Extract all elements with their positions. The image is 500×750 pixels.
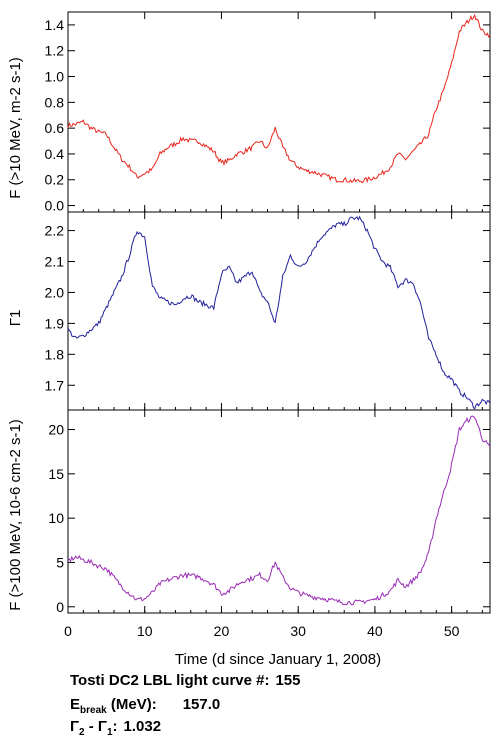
panel1-ytick-label: 1.2 <box>45 43 65 59</box>
ebreak-value: 157.0 <box>182 696 221 713</box>
ebreak-line: Ebreak (MeV): 157.0 <box>70 696 220 716</box>
panel1-ytick-label: 0.6 <box>45 120 65 136</box>
panel1-series-line <box>67 13 491 184</box>
panel3-ytick-label: 10 <box>48 510 64 526</box>
ebreak-unit: (MeV): <box>106 696 157 713</box>
ebreak-symbol: E <box>70 696 81 713</box>
x-tick-label: 10 <box>137 623 153 639</box>
gamma-diff-line: Γ2 - Γ1: 1.032 <box>70 718 161 738</box>
x-tick-label: 30 <box>290 623 306 639</box>
panel2-ytick-label: 1.8 <box>45 346 65 362</box>
gamma2-subscript: 2 <box>79 727 85 738</box>
panel1-ytick-label: 0.8 <box>45 94 65 110</box>
panel3-ylabel: F (>100 MeV, 10-6 cm-2 s-1) <box>7 419 24 611</box>
panel2-frame <box>67 211 491 411</box>
gamma-diff-value: 1.032 <box>123 718 162 735</box>
panel3-ytick-label: 15 <box>48 466 64 482</box>
panel3-frame <box>67 409 491 614</box>
panel1-ytick-label: 0.4 <box>45 146 65 162</box>
x-tick-label: 40 <box>367 623 383 639</box>
panel1-frame <box>67 11 491 213</box>
panel1-ytick-label: 0.2 <box>45 172 65 188</box>
light-curve-number: 155 <box>275 672 301 689</box>
panel3-ytick-label: 5 <box>56 554 64 570</box>
panel2-ylabel: Γ1 <box>7 310 24 327</box>
x-tick-label: 50 <box>444 623 460 639</box>
ebreak-subscript: break <box>80 705 107 716</box>
light-curve-label: Tosti DC2 LBL light curve #: <box>70 672 270 689</box>
light-curve-id-line: Tosti DC2 LBL light curve #: 155 <box>70 672 301 689</box>
x-axis-label: Time (d since January 1, 2008) <box>175 651 381 668</box>
panel2-ytick-label: 2.2 <box>45 223 65 239</box>
gamma2-symbol: Γ <box>70 718 80 735</box>
x-tick-label: 20 <box>214 623 230 639</box>
panel1-ytick-label: 1.4 <box>45 17 65 33</box>
panel2-ytick-label: 2.0 <box>45 284 65 300</box>
x-tick-label: 0 <box>64 623 72 639</box>
panel3-ytick-label: 20 <box>48 422 64 438</box>
gamma1-subscript: 1 <box>106 727 113 738</box>
panel1-ytick-label: 1.0 <box>45 69 65 85</box>
panel2-ytick-label: 1.7 <box>45 377 65 393</box>
panel1-ytick-label: 0.0 <box>45 198 65 214</box>
panel3-ytick-label: 0 <box>56 599 64 615</box>
panel1-ylabel: F (>10 MeV, m-2 s-1) <box>7 57 24 199</box>
gamma1-symbol: - Γ <box>84 718 107 735</box>
gamma-colon: : <box>112 718 118 735</box>
panel2-ytick-label: 1.9 <box>45 315 65 331</box>
panel3-series-line <box>67 415 491 606</box>
panel2-ytick-label: 2.1 <box>45 254 65 270</box>
panel2-series-line <box>67 215 491 410</box>
